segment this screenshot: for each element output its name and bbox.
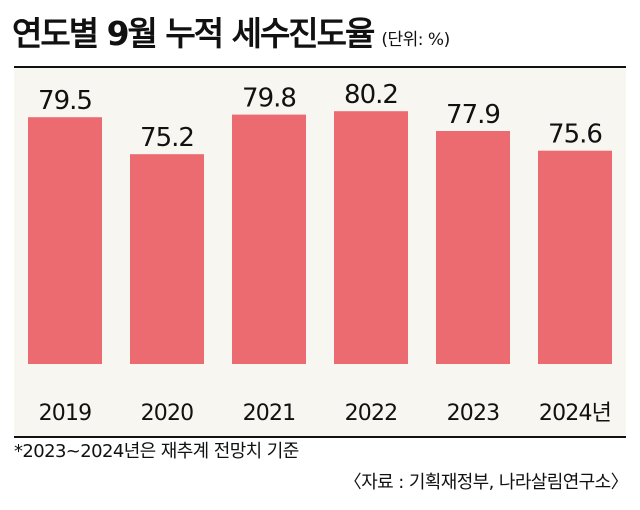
bar-chart: 79.5 2019 75.2 2020 79.8 2021 80.2 2022 77.9 2023… bbox=[28, 80, 612, 426]
x-tick-label-2023: 2023 bbox=[447, 401, 500, 426]
bar-2022 bbox=[334, 111, 408, 364]
x-tick-label-2021: 2021 bbox=[243, 401, 296, 426]
data-label-2020: 75.2 bbox=[140, 123, 194, 153]
bar-2023 bbox=[436, 131, 510, 364]
x-tick-label-2024년: 2024년 bbox=[539, 401, 611, 426]
data-label-2019: 79.5 bbox=[38, 86, 92, 116]
x-tick-label-2020: 2020 bbox=[141, 401, 194, 426]
bar-2020 bbox=[130, 154, 204, 364]
data-label-2022: 80.2 bbox=[344, 80, 398, 110]
chart-title-row: 연도별 9월 누적 세수진도율 (단위: %) bbox=[12, 4, 450, 70]
chart-unit-label: (단위: %) bbox=[381, 30, 450, 50]
data-label-2021: 79.8 bbox=[242, 84, 296, 114]
bar-2021 bbox=[232, 114, 306, 364]
bar-2019 bbox=[28, 117, 102, 364]
x-tick-label-2022: 2022 bbox=[345, 401, 398, 426]
footnote: *2023~2024년은 재추계 전망치 기준 bbox=[14, 441, 299, 462]
source-note: 〈자료 : 기획재정부, 나라살림연구소〉 bbox=[343, 472, 629, 493]
bar-2024년 bbox=[538, 150, 612, 364]
data-label-2023: 77.9 bbox=[446, 100, 500, 130]
data-label-2024년: 75.6 bbox=[548, 120, 602, 150]
chart-title: 연도별 9월 누적 세수진도율 bbox=[12, 14, 375, 53]
plot-area: 79.5 2019 75.2 2020 79.8 2021 80.2 2022 77.9 2023… bbox=[14, 66, 626, 438]
x-tick-label-2019: 2019 bbox=[39, 401, 92, 426]
